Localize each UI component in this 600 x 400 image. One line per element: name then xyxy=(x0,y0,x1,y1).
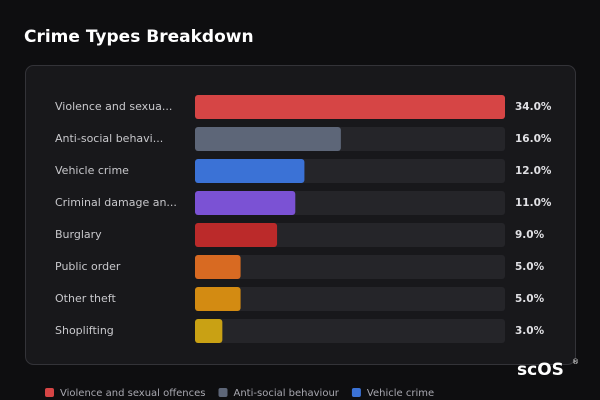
bar xyxy=(195,95,505,119)
category-label: Public order xyxy=(55,260,121,273)
bar xyxy=(195,159,305,183)
bar xyxy=(195,255,241,279)
bar xyxy=(195,223,278,247)
bar xyxy=(195,319,223,343)
category-label: Vehicle crime xyxy=(55,164,129,177)
category-label: Anti-social behavi... xyxy=(55,132,163,145)
value-label: 5.0% xyxy=(515,261,545,273)
bar-track xyxy=(195,287,505,311)
bar xyxy=(195,127,341,151)
legend-label: Violence and sexual offences xyxy=(60,388,206,399)
watermark-mark: ® xyxy=(572,358,579,366)
value-label: 11.0% xyxy=(515,197,552,209)
legend-label: Anti-social behaviour xyxy=(234,388,340,399)
category-label: Shoplifting xyxy=(55,324,114,337)
legend-swatch xyxy=(218,388,228,397)
legend-swatch xyxy=(45,388,54,397)
value-label: 9.0% xyxy=(515,229,545,241)
category-label: Other theft xyxy=(55,292,116,305)
value-label: 5.0% xyxy=(515,293,545,305)
category-label: Burglary xyxy=(55,228,102,241)
value-label: 16.0% xyxy=(515,133,552,145)
category-label: Criminal damage an... xyxy=(55,196,177,209)
legend-swatch xyxy=(351,388,361,397)
legend-label: Vehicle crime xyxy=(367,388,434,399)
watermark: scOS xyxy=(517,360,564,380)
value-label: 12.0% xyxy=(515,165,552,177)
bar xyxy=(195,287,241,311)
bar-track xyxy=(195,255,505,279)
value-label: 34.0% xyxy=(515,101,552,113)
bar xyxy=(195,191,296,215)
chart-title: Crime Types Breakdown xyxy=(24,27,254,47)
category-label: Violence and sexua... xyxy=(55,100,172,113)
value-label: 3.0% xyxy=(515,325,545,337)
bar-track xyxy=(195,319,505,343)
